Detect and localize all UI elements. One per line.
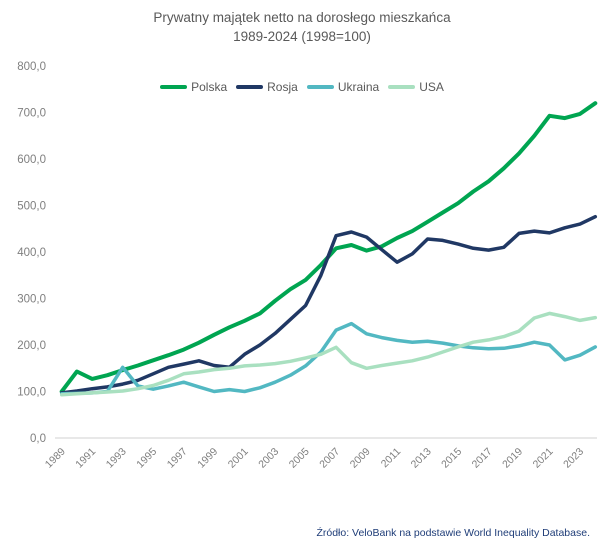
y-axis-label: 400,0 (17, 247, 46, 259)
x-axis-label: 2001 (226, 446, 251, 471)
legend-swatch-rosja (236, 85, 264, 89)
x-axis-label: 2017 (470, 446, 495, 471)
legend-label-usa: USA (419, 80, 444, 94)
y-axis-label: 200,0 (17, 340, 46, 352)
legend-item-rosja: Rosja (236, 80, 298, 94)
legend-label-rosja: Rosja (267, 80, 298, 94)
x-axis-label: 2015 (439, 446, 464, 471)
legend-label-ukraina: Ukraina (337, 80, 380, 94)
x-axis-label: 1991 (73, 446, 98, 471)
legend-swatch-ukraina (306, 85, 334, 89)
x-axis-label: 2013 (409, 446, 434, 471)
y-axis-label: 300,0 (17, 294, 46, 306)
chart-title-line1: Prywatny majątek netto na dorosłego mies… (153, 10, 451, 25)
y-axis-label: 700,0 (17, 108, 46, 120)
legend-swatch-usa (388, 85, 416, 89)
x-axis-label: 2007 (317, 446, 342, 471)
x-axis-label: 1997 (165, 446, 190, 471)
chart-legend: Polska Rosja Ukraina USA (0, 80, 604, 94)
x-axis-label: 2003 (256, 446, 281, 471)
legend-swatch-polska (160, 85, 188, 89)
x-axis-label: 1995 (134, 446, 159, 471)
x-axis-label: 1999 (195, 446, 220, 471)
series-line-usa (59, 311, 598, 397)
legend-item-usa: USA (388, 80, 444, 94)
series-line-ukraina (59, 321, 598, 396)
legend-label-polska: Polska (191, 80, 228, 94)
legend-item-polska: Polska (160, 80, 227, 94)
y-axis-label: 600,0 (17, 154, 46, 166)
source-note: Źródło: VeloBank na podstawie World Ineq… (316, 527, 590, 539)
series-line-rosja (59, 214, 598, 395)
x-axis-label: 2009 (348, 446, 373, 471)
x-axis-label: 2011 (379, 446, 404, 471)
chart-title: Prywatny majątek netto na dorosłego mies… (0, 8, 604, 46)
x-axis-label: 2023 (561, 446, 586, 471)
x-axis-label: 1989 (43, 446, 68, 471)
x-axis-label: 2005 (287, 446, 312, 471)
chart-title-line2: 1989-2024 (1998=100) (233, 29, 371, 44)
y-axis-label: 800,0 (17, 61, 46, 73)
x-axis-label: 2021 (531, 446, 556, 471)
y-axis-label: 0,0 (30, 433, 46, 445)
y-axis-label: 500,0 (17, 201, 46, 213)
legend-item-ukraina: Ukraina (306, 80, 380, 94)
x-axis-label: 1993 (104, 446, 129, 471)
x-axis-label: 2019 (500, 446, 525, 471)
y-axis-label: 100,0 (17, 387, 46, 399)
